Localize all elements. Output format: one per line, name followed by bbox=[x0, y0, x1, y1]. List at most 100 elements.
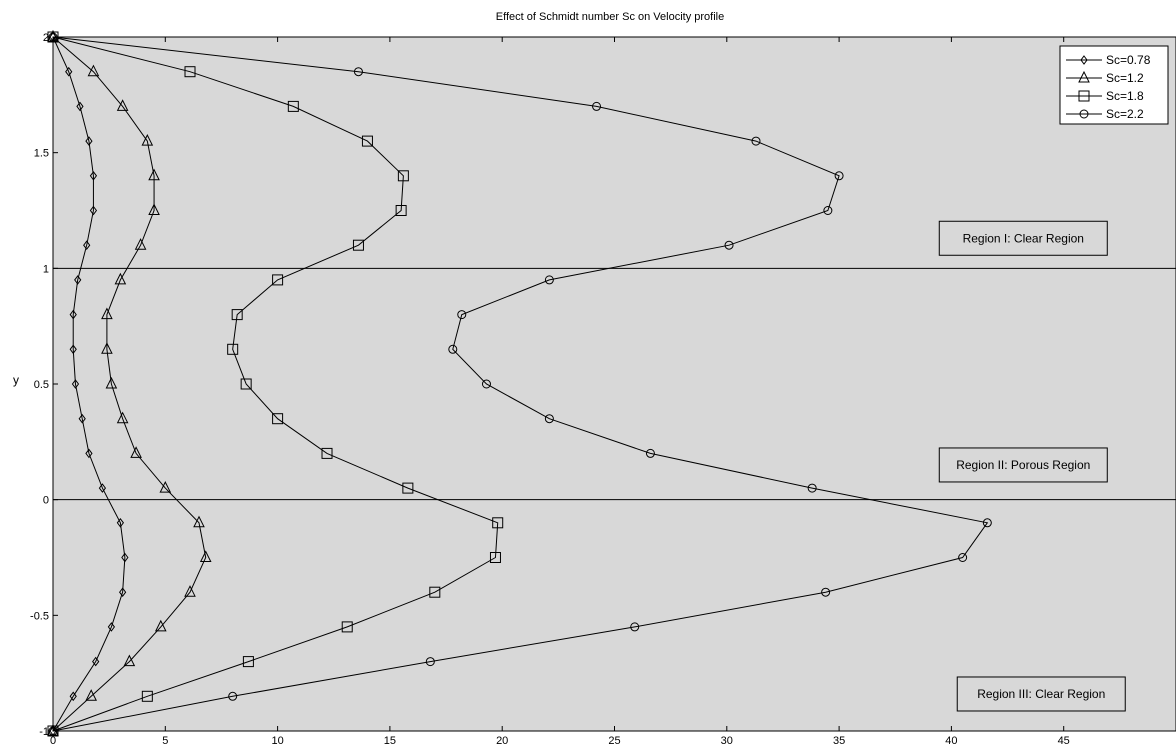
data-point bbox=[352, 239, 364, 251]
data-point bbox=[154, 619, 167, 632]
data-point bbox=[481, 379, 491, 389]
legend-label: Sc=0.78 bbox=[1106, 53, 1151, 67]
series-line bbox=[52, 36, 499, 732]
data-point bbox=[105, 376, 118, 389]
legend-label: Sc=1.2 bbox=[1106, 71, 1144, 85]
x-tick-label: 25 bbox=[608, 735, 620, 747]
legend-marker bbox=[1078, 70, 1090, 83]
data-point bbox=[69, 691, 77, 702]
data-point bbox=[101, 307, 113, 320]
data-point bbox=[240, 378, 252, 390]
data-point bbox=[321, 447, 333, 459]
data-point bbox=[92, 656, 100, 667]
x-tick-label: 20 bbox=[496, 735, 508, 747]
data-point bbox=[982, 518, 992, 528]
data-point bbox=[397, 170, 409, 182]
data-point bbox=[489, 552, 501, 563]
region-annotations: Region I: Clear Region Region II: Porous … bbox=[938, 220, 1126, 712]
data-point bbox=[65, 66, 73, 77]
series-diamond bbox=[49, 32, 129, 736]
annotation-box bbox=[956, 676, 1126, 712]
chart-title: Effect of Schmidt number Sc on Velocity … bbox=[496, 11, 724, 23]
data-point bbox=[148, 203, 160, 215]
data-point bbox=[724, 240, 734, 250]
data-point bbox=[425, 657, 435, 667]
data-point bbox=[101, 342, 113, 354]
data-point bbox=[69, 344, 77, 355]
data-point bbox=[958, 553, 968, 562]
legend-label: Sc=2.2 bbox=[1106, 107, 1144, 121]
plot-area bbox=[52, 36, 1176, 732]
data-point bbox=[98, 483, 107, 493]
x-tick-label: 45 bbox=[1058, 735, 1070, 747]
data-point bbox=[69, 309, 77, 320]
y-tick-label: -1 bbox=[39, 726, 49, 738]
series-line bbox=[52, 36, 207, 732]
data-point bbox=[544, 414, 554, 424]
annotation-text: Region II: Porous Region bbox=[956, 458, 1090, 472]
legend-box bbox=[1059, 45, 1169, 125]
annotation-text: Region III: Clear Region bbox=[977, 687, 1105, 701]
axis-ticks: 0 5 10 15 20 25 30 35 40 45 -1 -0.5 0 0.5 1 1.5 2 bbox=[30, 32, 1070, 747]
data-point bbox=[89, 205, 98, 216]
data-point bbox=[130, 446, 142, 458]
y-axis-label: y bbox=[13, 373, 19, 387]
data-point bbox=[199, 550, 212, 562]
data-point bbox=[85, 136, 93, 146]
y-tick-label: -0.5 bbox=[30, 610, 49, 622]
legend-marker bbox=[1079, 109, 1089, 119]
data-point bbox=[272, 274, 284, 286]
data-point bbox=[272, 413, 284, 425]
data-point bbox=[807, 483, 817, 493]
series-triangle bbox=[47, 29, 212, 736]
data-point bbox=[823, 206, 833, 215]
data-point bbox=[429, 586, 441, 598]
data-point bbox=[834, 171, 844, 181]
x-tick-label: 15 bbox=[384, 735, 396, 747]
y-tick-label: 0.5 bbox=[34, 379, 49, 391]
data-point bbox=[141, 133, 154, 146]
x-tick-label: 40 bbox=[945, 735, 957, 747]
legend-marker bbox=[1080, 55, 1088, 65]
data-point bbox=[448, 344, 458, 354]
data-point bbox=[74, 275, 82, 285]
data-point bbox=[89, 170, 98, 181]
data-point bbox=[231, 309, 243, 321]
data-point bbox=[395, 205, 407, 216]
series-line bbox=[52, 36, 989, 732]
data-point bbox=[402, 482, 414, 494]
data-point bbox=[85, 689, 97, 701]
legend-label: Sc=1.8 bbox=[1106, 89, 1144, 103]
data-point bbox=[287, 100, 299, 112]
x-tick-label: 35 bbox=[833, 735, 845, 747]
legend: Sc=0.78 Sc=1.2 Sc=1.8 Sc=2.2 bbox=[1059, 45, 1169, 125]
data-point bbox=[141, 690, 153, 702]
data-point bbox=[78, 413, 86, 424]
x-tick-label: 5 bbox=[162, 735, 168, 747]
data-point bbox=[116, 517, 125, 528]
data-point bbox=[116, 411, 129, 424]
data-point bbox=[457, 310, 467, 320]
region-boundary-lines bbox=[53, 267, 1176, 501]
series-line bbox=[52, 36, 126, 732]
data-point bbox=[184, 585, 196, 597]
y-tick-label: 1 bbox=[43, 263, 49, 275]
y-tick-label: 2 bbox=[43, 32, 49, 44]
data-point bbox=[361, 135, 373, 147]
legend-marker bbox=[1078, 90, 1090, 102]
data-point bbox=[353, 67, 363, 77]
data-point bbox=[116, 99, 129, 111]
y-tick-label: 1.5 bbox=[34, 148, 49, 160]
data-point bbox=[492, 517, 504, 529]
x-tick-label: 30 bbox=[721, 735, 733, 747]
data-point bbox=[227, 343, 239, 355]
annotation-box bbox=[938, 220, 1108, 256]
data-point bbox=[751, 136, 761, 146]
data-point bbox=[592, 101, 602, 111]
data-point bbox=[544, 275, 554, 285]
annotation-text: Region I: Clear Region bbox=[963, 231, 1084, 245]
x-tick-label: 10 bbox=[271, 735, 283, 747]
data-point bbox=[123, 654, 136, 667]
data-point bbox=[645, 448, 655, 458]
